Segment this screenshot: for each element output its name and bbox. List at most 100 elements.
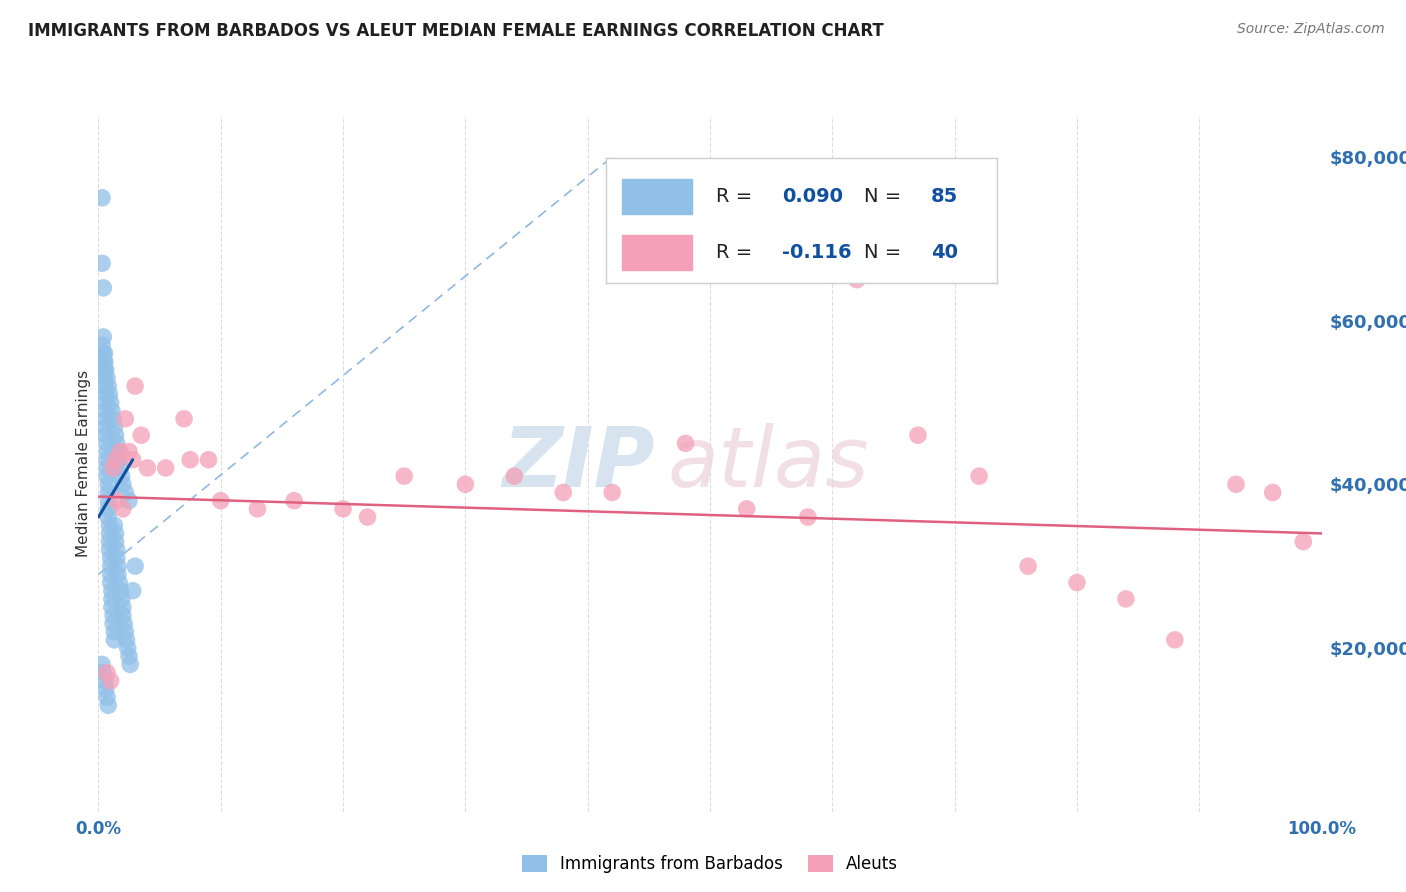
Aleuts <box>173 412 195 426</box>
Immigrants from Barbados <box>93 346 115 360</box>
Immigrants from Barbados <box>111 591 134 606</box>
Immigrants from Barbados <box>96 444 118 458</box>
Immigrants from Barbados <box>96 371 118 385</box>
Immigrants from Barbados <box>103 624 125 639</box>
Immigrants from Barbados <box>93 354 115 368</box>
Aleuts <box>356 510 378 524</box>
Bar <box>621 235 692 270</box>
Immigrants from Barbados <box>93 379 115 393</box>
Aleuts <box>124 379 146 393</box>
Immigrants from Barbados <box>94 428 117 442</box>
Immigrants from Barbados <box>107 567 129 582</box>
Immigrants from Barbados <box>94 420 117 434</box>
Immigrants from Barbados <box>108 452 131 467</box>
Immigrants from Barbados <box>100 575 122 590</box>
Aleuts <box>1225 477 1247 491</box>
Immigrants from Barbados <box>103 420 125 434</box>
Text: ZIP: ZIP <box>502 424 655 504</box>
Immigrants from Barbados <box>101 403 124 417</box>
Immigrants from Barbados <box>96 690 118 705</box>
Immigrants from Barbados <box>93 371 115 385</box>
Aleuts <box>967 469 990 483</box>
Legend: Immigrants from Barbados, Aleuts: Immigrants from Barbados, Aleuts <box>515 848 905 880</box>
Aleuts <box>114 412 136 426</box>
Immigrants from Barbados <box>94 403 117 417</box>
Aleuts <box>105 493 128 508</box>
Immigrants from Barbados <box>117 640 139 655</box>
Immigrants from Barbados <box>101 583 124 598</box>
Aleuts <box>1164 632 1187 647</box>
Aleuts <box>454 477 477 491</box>
Aleuts <box>675 436 697 450</box>
Aleuts <box>179 452 201 467</box>
Immigrants from Barbados <box>98 542 121 557</box>
Aleuts <box>121 452 143 467</box>
Immigrants from Barbados <box>97 698 120 713</box>
Immigrants from Barbados <box>118 649 141 664</box>
Text: 85: 85 <box>931 187 959 206</box>
Text: Source: ZipAtlas.com: Source: ZipAtlas.com <box>1237 22 1385 37</box>
Immigrants from Barbados <box>91 191 114 205</box>
Aleuts <box>100 673 122 688</box>
Immigrants from Barbados <box>118 493 141 508</box>
Immigrants from Barbados <box>97 501 120 516</box>
Text: 0.090: 0.090 <box>782 187 844 206</box>
Immigrants from Barbados <box>101 591 124 606</box>
Immigrants from Barbados <box>93 673 115 688</box>
Immigrants from Barbados <box>104 428 127 442</box>
Immigrants from Barbados <box>96 436 118 450</box>
Immigrants from Barbados <box>114 485 136 500</box>
Immigrants from Barbados <box>111 469 134 483</box>
Immigrants from Barbados <box>93 354 115 368</box>
Aleuts <box>797 510 820 524</box>
Immigrants from Barbados <box>101 412 124 426</box>
Immigrants from Barbados <box>94 412 117 426</box>
Text: atlas: atlas <box>668 424 869 504</box>
Immigrants from Barbados <box>105 551 128 566</box>
Aleuts <box>1292 534 1315 549</box>
Aleuts <box>110 444 132 458</box>
Immigrants from Barbados <box>111 600 134 615</box>
Aleuts <box>553 485 575 500</box>
Immigrants from Barbados <box>115 632 138 647</box>
Immigrants from Barbados <box>101 600 124 615</box>
Immigrants from Barbados <box>111 608 134 623</box>
Immigrants from Barbados <box>100 559 122 574</box>
Aleuts <box>111 501 134 516</box>
Immigrants from Barbados <box>97 477 120 491</box>
Aleuts <box>155 461 177 475</box>
Aleuts <box>197 452 219 467</box>
Text: -0.116: -0.116 <box>782 244 852 262</box>
Immigrants from Barbados <box>97 510 120 524</box>
Immigrants from Barbados <box>91 657 114 672</box>
Aleuts <box>1066 575 1088 590</box>
Aleuts <box>1115 591 1137 606</box>
Aleuts <box>136 461 159 475</box>
Immigrants from Barbados <box>105 436 128 450</box>
Aleuts <box>209 493 232 508</box>
Aleuts <box>283 493 305 508</box>
Immigrants from Barbados <box>91 281 114 295</box>
Immigrants from Barbados <box>120 657 142 672</box>
Immigrants from Barbados <box>110 461 132 475</box>
Aleuts <box>907 428 929 442</box>
Immigrants from Barbados <box>121 583 143 598</box>
Immigrants from Barbados <box>91 665 114 680</box>
Immigrants from Barbados <box>98 518 121 533</box>
Aleuts <box>104 452 127 467</box>
Aleuts <box>101 461 124 475</box>
Immigrants from Barbados <box>91 346 114 360</box>
Immigrants from Barbados <box>94 395 117 409</box>
Immigrants from Barbados <box>91 256 114 270</box>
Immigrants from Barbados <box>96 452 118 467</box>
Immigrants from Barbados <box>91 330 114 344</box>
Aleuts <box>600 485 623 500</box>
Immigrants from Barbados <box>112 616 135 631</box>
Immigrants from Barbados <box>104 526 127 541</box>
Immigrants from Barbados <box>98 526 121 541</box>
Text: R =: R = <box>716 244 758 262</box>
Aleuts <box>1017 559 1039 574</box>
Immigrants from Barbados <box>100 551 122 566</box>
Text: R =: R = <box>716 187 758 206</box>
Immigrants from Barbados <box>98 387 121 401</box>
